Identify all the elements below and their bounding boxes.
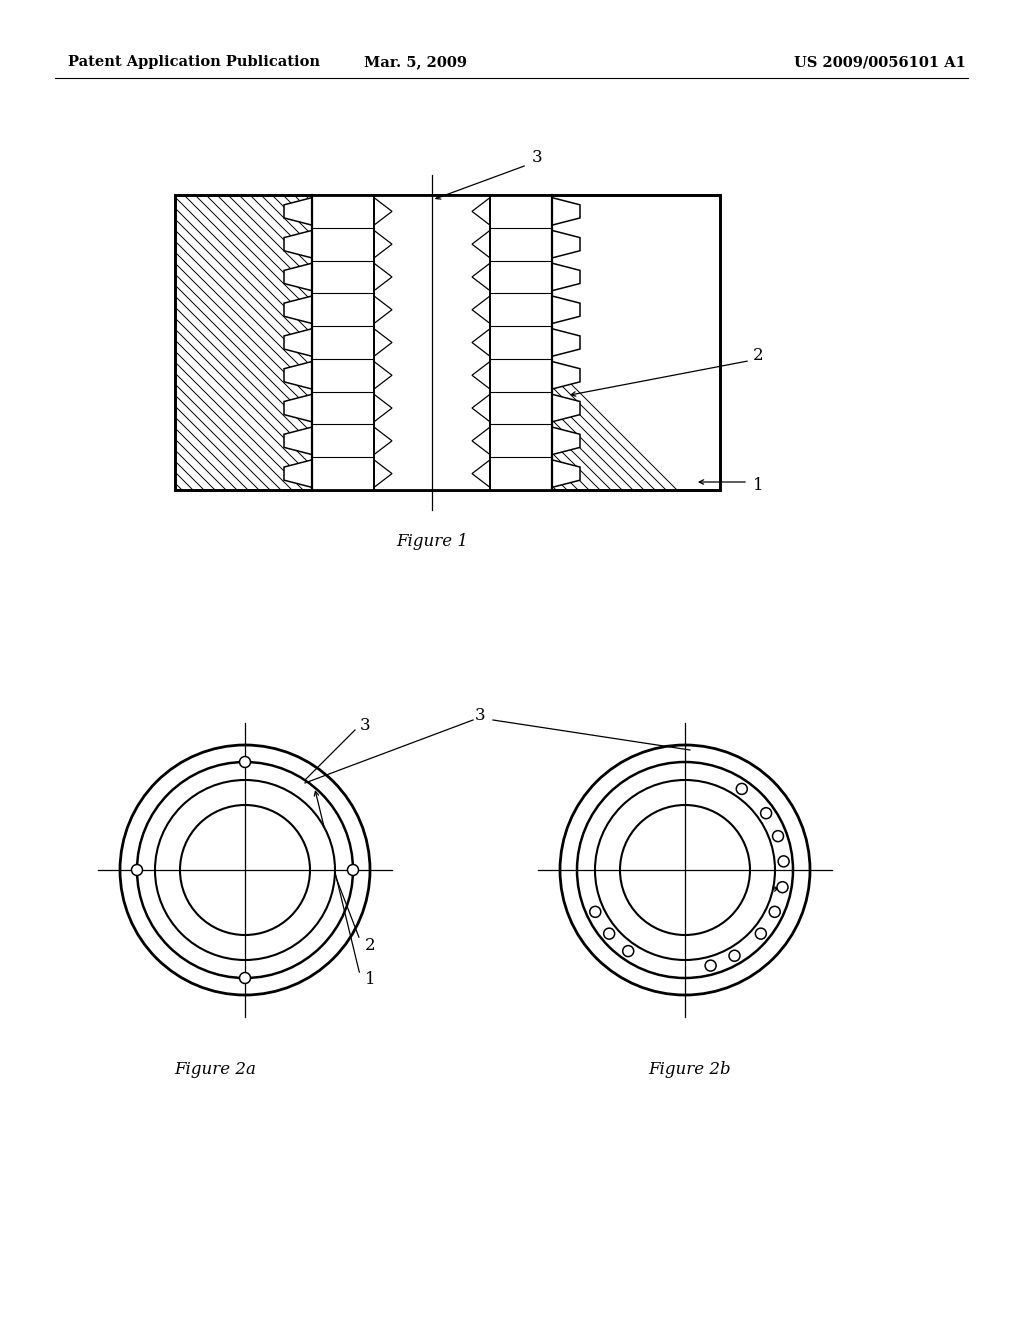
Polygon shape	[374, 362, 392, 389]
Circle shape	[769, 907, 780, 917]
Circle shape	[729, 950, 740, 961]
Polygon shape	[472, 296, 490, 323]
Circle shape	[706, 960, 716, 972]
Polygon shape	[472, 362, 490, 389]
Polygon shape	[312, 195, 552, 490]
Circle shape	[623, 945, 634, 957]
Circle shape	[155, 780, 335, 960]
Circle shape	[595, 780, 775, 960]
Circle shape	[772, 830, 783, 842]
Text: Patent Application Publication: Patent Application Publication	[68, 55, 319, 69]
Polygon shape	[552, 263, 580, 290]
Polygon shape	[552, 395, 580, 422]
Polygon shape	[374, 231, 392, 257]
Polygon shape	[472, 459, 490, 487]
Polygon shape	[284, 263, 312, 290]
Polygon shape	[374, 329, 392, 356]
Polygon shape	[284, 362, 312, 389]
Text: Figure 2a: Figure 2a	[174, 1061, 256, 1078]
Polygon shape	[552, 428, 580, 454]
Polygon shape	[374, 296, 392, 323]
Text: Figure 1: Figure 1	[396, 533, 468, 550]
Polygon shape	[284, 231, 312, 257]
Polygon shape	[472, 263, 490, 290]
Text: 3: 3	[360, 717, 371, 734]
Circle shape	[131, 865, 142, 875]
Text: 1: 1	[365, 972, 376, 989]
Circle shape	[604, 928, 614, 939]
Circle shape	[180, 805, 310, 935]
Polygon shape	[552, 362, 580, 389]
Polygon shape	[374, 395, 392, 422]
Circle shape	[620, 805, 750, 935]
Polygon shape	[284, 459, 312, 487]
Circle shape	[240, 973, 251, 983]
Text: 2: 2	[365, 936, 376, 953]
Polygon shape	[374, 263, 392, 290]
Polygon shape	[284, 428, 312, 454]
Text: Figure 2b: Figure 2b	[648, 1061, 731, 1078]
Circle shape	[240, 756, 251, 767]
Circle shape	[560, 744, 810, 995]
Polygon shape	[175, 195, 720, 490]
Circle shape	[590, 907, 601, 917]
Text: 1: 1	[753, 477, 764, 494]
Polygon shape	[472, 198, 490, 226]
Polygon shape	[374, 459, 392, 487]
Polygon shape	[374, 428, 392, 454]
Polygon shape	[552, 198, 580, 226]
Text: 3: 3	[475, 706, 485, 723]
Polygon shape	[552, 296, 580, 323]
Text: Mar. 5, 2009: Mar. 5, 2009	[364, 55, 467, 69]
Polygon shape	[284, 395, 312, 422]
Polygon shape	[284, 198, 312, 226]
Text: 2: 2	[753, 347, 764, 364]
Circle shape	[736, 783, 748, 795]
Circle shape	[761, 808, 772, 818]
Polygon shape	[552, 329, 580, 356]
Polygon shape	[472, 231, 490, 257]
Polygon shape	[374, 198, 392, 226]
Circle shape	[137, 762, 353, 978]
Text: 3: 3	[532, 149, 543, 165]
Circle shape	[777, 882, 788, 892]
Circle shape	[120, 744, 370, 995]
Circle shape	[347, 865, 358, 875]
Polygon shape	[552, 231, 580, 257]
Circle shape	[778, 855, 790, 867]
Polygon shape	[284, 329, 312, 356]
Polygon shape	[472, 329, 490, 356]
Polygon shape	[552, 459, 580, 487]
Circle shape	[756, 928, 766, 939]
Text: US 2009/0056101 A1: US 2009/0056101 A1	[794, 55, 966, 69]
Polygon shape	[472, 428, 490, 454]
Polygon shape	[284, 296, 312, 323]
Circle shape	[577, 762, 793, 978]
Polygon shape	[472, 395, 490, 422]
